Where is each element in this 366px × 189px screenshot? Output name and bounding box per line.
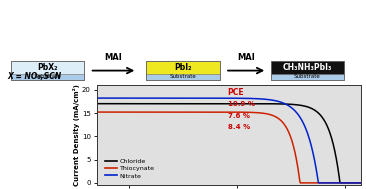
Legend: Chloride, Thiocynate, Nitrate: Chloride, Thiocynate, Nitrate	[103, 156, 157, 181]
Bar	[146, 61, 220, 80]
Text: Substrate: Substrate	[169, 74, 197, 79]
Bar	[11, 61, 84, 80]
Bar	[146, 74, 220, 80]
Text: X = NO₃,SCN: X = NO₃,SCN	[7, 72, 61, 81]
Bar	[271, 61, 344, 74]
Y-axis label: Current Density (mA/cm²): Current Density (mA/cm²)	[73, 84, 81, 186]
Text: 8.4 %: 8.4 %	[228, 124, 250, 130]
Text: 7.6 %: 7.6 %	[228, 113, 250, 119]
Text: CH₃NH₃PbI₃: CH₃NH₃PbI₃	[283, 63, 332, 72]
Text: PCE: PCE	[228, 88, 244, 97]
Text: Substrate: Substrate	[294, 74, 321, 79]
Bar	[271, 61, 344, 80]
Bar	[271, 74, 344, 80]
Text: 10.9 %: 10.9 %	[228, 101, 255, 107]
Bar	[146, 61, 220, 74]
Text: PbI₂: PbI₂	[174, 63, 192, 72]
Text: Substrate: Substrate	[34, 74, 61, 79]
Text: MAI: MAI	[237, 53, 255, 62]
Bar	[11, 61, 84, 74]
Bar	[11, 74, 84, 80]
Text: MAI: MAI	[105, 53, 122, 62]
Text: PbX₂: PbX₂	[37, 63, 58, 72]
